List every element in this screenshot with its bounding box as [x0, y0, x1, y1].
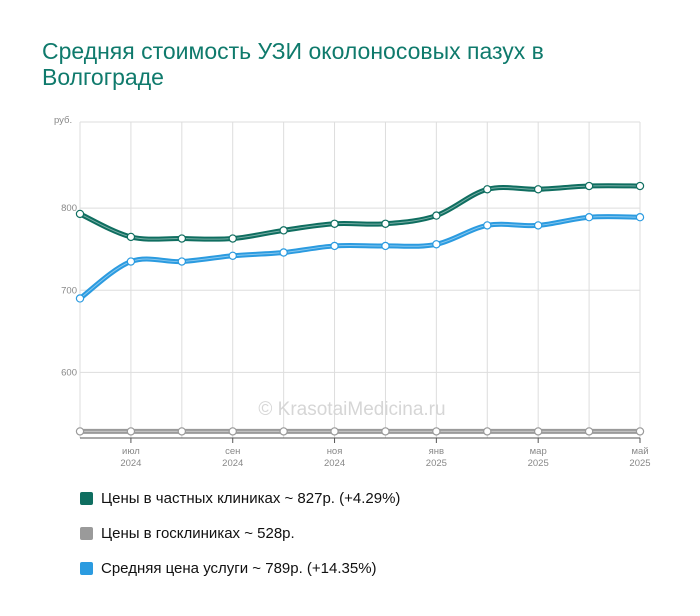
- data-point-average[interactable]: [228, 251, 237, 260]
- watermark: © KrasotaiMedicina.ru: [258, 399, 445, 420]
- series-line-highlight-average: [79, 216, 641, 299]
- series-private: [75, 181, 645, 243]
- data-point-private[interactable]: [228, 234, 237, 243]
- y-tick-label: 800: [61, 203, 77, 214]
- x-tick-year: 2024: [324, 458, 345, 469]
- legend-label-average: Средняя цена услуги ~ 789р. (+14.35%): [101, 559, 377, 577]
- grid: [79, 121, 641, 439]
- x-tick-month: мар: [530, 446, 547, 457]
- legend-item-average[interactable]: Средняя цена услуги ~ 789р. (+14.35%): [80, 558, 400, 578]
- data-point-private[interactable]: [279, 226, 288, 235]
- data-point-public[interactable]: [330, 427, 339, 436]
- data-point-average[interactable]: [126, 257, 136, 266]
- data-point-public[interactable]: [381, 427, 390, 436]
- data-point-average[interactable]: [381, 241, 390, 251]
- data-point-public[interactable]: [177, 427, 187, 436]
- data-point-public[interactable]: [279, 427, 288, 436]
- legend-swatch-public: [80, 526, 93, 540]
- legend-label-public: Цены в госклиниках ~ 528р.: [101, 524, 295, 542]
- series-lines: [75, 181, 645, 436]
- series-public: [75, 427, 645, 436]
- x-tick-year: 2025: [629, 458, 650, 469]
- data-point-average[interactable]: [177, 257, 187, 266]
- y-tick-label: 600: [61, 367, 77, 378]
- data-point-average[interactable]: [483, 221, 492, 230]
- data-point-private[interactable]: [330, 219, 339, 228]
- y-tick-label: 700: [61, 285, 77, 296]
- data-point-private[interactable]: [432, 211, 441, 220]
- data-point-public[interactable]: [228, 427, 237, 436]
- data-point-average[interactable]: [533, 221, 543, 230]
- series-average: [75, 213, 645, 303]
- data-point-private[interactable]: [126, 232, 136, 242]
- x-tick-year: 2024: [222, 458, 243, 469]
- chart-title: Средняя стоимость УЗИ околоносовых пазух…: [42, 38, 544, 90]
- data-point-public[interactable]: [635, 427, 645, 436]
- x-tick-year: 2024: [120, 458, 141, 469]
- data-point-private[interactable]: [635, 181, 645, 191]
- legend-label-private: Цены в частных клиниках ~ 827р. (+4.29%): [101, 489, 401, 507]
- x-tick-month: июл: [122, 446, 140, 457]
- x-tick-month: ноя: [327, 446, 343, 457]
- legend-item-public[interactable]: Цены в госклиниках ~ 528р.: [80, 523, 400, 543]
- data-point-average[interactable]: [330, 241, 339, 251]
- legend-swatch-private: [80, 491, 93, 505]
- data-point-public[interactable]: [75, 427, 85, 436]
- data-point-average[interactable]: [635, 213, 645, 222]
- legend-item-private[interactable]: Цены в частных клиниках ~ 827р. (+4.29%): [80, 488, 400, 508]
- x-tick-year: 2025: [426, 458, 447, 469]
- y-axis-label: руб.: [54, 115, 72, 126]
- data-point-average[interactable]: [432, 240, 441, 249]
- series-line-average: [77, 214, 643, 301]
- data-point-public[interactable]: [584, 427, 594, 436]
- x-tick-month: янв: [429, 446, 444, 457]
- y-axis-ticks: 600 700 800: [61, 203, 77, 378]
- data-point-average[interactable]: [279, 248, 288, 257]
- data-point-private[interactable]: [381, 219, 390, 228]
- data-point-public[interactable]: [483, 427, 492, 436]
- data-point-private[interactable]: [483, 185, 492, 194]
- series-line-highlight-private: [79, 185, 641, 240]
- x-tick-month: сен: [225, 446, 240, 457]
- data-point-private[interactable]: [584, 181, 594, 191]
- x-axis-ticks: июл2024сен2024ноя2024янв2025мар2025май20…: [120, 438, 651, 469]
- data-point-average[interactable]: [584, 213, 594, 222]
- data-point-public[interactable]: [126, 427, 136, 436]
- series-line-private: [77, 183, 643, 242]
- legend: Цены в частных клиниках ~ 827р. (+4.29%)…: [80, 488, 400, 593]
- data-point-private[interactable]: [177, 234, 187, 243]
- data-point-private[interactable]: [533, 185, 543, 194]
- data-point-public[interactable]: [432, 427, 441, 436]
- x-tick-year: 2025: [528, 458, 549, 469]
- data-point-private[interactable]: [75, 209, 85, 219]
- data-point-average[interactable]: [75, 294, 85, 303]
- data-point-public[interactable]: [533, 427, 543, 436]
- x-tick-month: май: [631, 446, 648, 457]
- legend-swatch-average: [80, 561, 93, 575]
